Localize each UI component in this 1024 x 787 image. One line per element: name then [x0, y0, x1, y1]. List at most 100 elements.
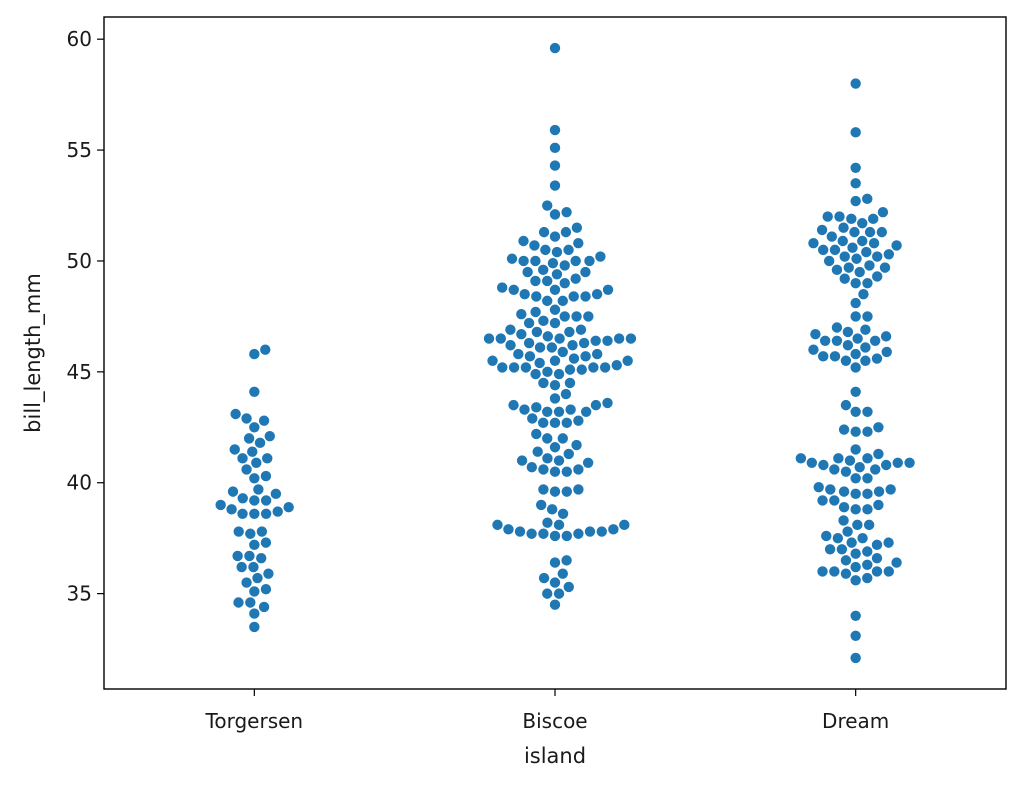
data-point-dream: [849, 472, 862, 485]
data-point-dream: [861, 503, 874, 516]
data-point-biscoe: [570, 221, 583, 234]
data-point-dream: [812, 481, 825, 494]
data-point-dream: [850, 252, 863, 265]
data-point-biscoe: [507, 399, 520, 412]
data-point-dream: [869, 463, 882, 476]
data-point-dream: [838, 485, 851, 498]
data-point-dream: [849, 385, 862, 398]
data-point-biscoe: [518, 403, 531, 416]
data-point-dream: [890, 239, 903, 252]
data-point-torgersen: [259, 583, 272, 596]
data-point-biscoe: [568, 352, 581, 365]
data-point-dream: [833, 210, 846, 223]
data-point-dream: [848, 226, 861, 239]
data-point-biscoe: [528, 239, 541, 252]
data-point-dream: [884, 483, 897, 496]
data-point-dream: [871, 270, 884, 283]
data-point-biscoe: [589, 334, 602, 347]
data-point-torgersen: [255, 552, 268, 565]
data-point-biscoe: [553, 332, 566, 345]
data-point-dream: [861, 277, 874, 290]
data-point-biscoe: [549, 598, 562, 611]
data-points: [214, 42, 916, 664]
data-point-dream: [871, 565, 884, 578]
data-point-dream: [871, 352, 884, 365]
y-tick-label: 40: [67, 471, 92, 495]
data-point-dream: [849, 126, 862, 139]
data-point-biscoe: [483, 332, 496, 345]
data-point-torgersen: [248, 507, 261, 520]
data-point-dream: [839, 554, 852, 567]
data-point-biscoe: [613, 332, 626, 345]
data-point-biscoe: [560, 529, 573, 542]
data-point-biscoe: [549, 576, 562, 589]
y-tick-label: 50: [67, 249, 92, 273]
data-point-torgersen: [243, 432, 256, 445]
data-point-biscoe: [553, 454, 566, 467]
data-point-biscoe: [541, 432, 554, 445]
data-point-biscoe: [533, 356, 546, 369]
data-point-dream: [859, 354, 872, 367]
data-point-biscoe: [624, 332, 637, 345]
data-point-biscoe: [572, 463, 585, 476]
data-point-dream: [849, 361, 862, 374]
data-point-biscoe: [579, 290, 592, 303]
data-point-dream: [853, 461, 866, 474]
data-point-dream: [861, 558, 874, 571]
data-point-dream: [859, 323, 872, 336]
data-point-dream: [816, 494, 829, 507]
data-point-dream: [880, 330, 893, 343]
data-point-dream: [860, 246, 873, 259]
data-point-biscoe: [582, 310, 595, 323]
data-point-dream: [824, 483, 837, 496]
data-point-biscoe: [556, 294, 569, 307]
data-point-biscoe: [607, 523, 620, 536]
data-point-torgersen: [240, 412, 253, 425]
data-point-biscoe: [549, 529, 562, 542]
data-point-torgersen: [252, 483, 265, 496]
data-point-biscoe: [516, 454, 529, 467]
data-point-biscoe: [523, 350, 536, 363]
data-point-biscoe: [549, 465, 562, 478]
data-point-torgersen: [235, 561, 248, 574]
data-point-biscoe: [556, 432, 569, 445]
data-point-biscoe: [601, 334, 614, 347]
data-point-torgersen: [231, 549, 244, 562]
data-point-dream: [861, 452, 874, 465]
data-point-dream: [828, 463, 841, 476]
data-point-biscoe: [525, 461, 538, 474]
data-point-biscoe: [541, 405, 554, 418]
data-point-biscoe: [526, 412, 539, 425]
data-point-dream: [867, 212, 880, 225]
data-point-torgersen: [251, 572, 264, 585]
data-point-dream: [878, 261, 891, 274]
data-point-biscoe: [549, 303, 562, 316]
data-point-dream: [824, 543, 837, 556]
data-point-biscoe: [541, 199, 554, 212]
data-point-dream: [823, 254, 836, 267]
data-point-biscoe: [560, 416, 573, 429]
data-point-biscoe: [537, 314, 550, 327]
data-point-biscoe: [583, 525, 596, 538]
data-point-biscoe: [579, 350, 592, 363]
data-point-biscoe: [562, 447, 575, 460]
data-point-dream: [876, 206, 889, 219]
data-point-dream: [872, 421, 885, 434]
data-point-biscoe: [514, 525, 527, 538]
data-point-dream: [849, 425, 862, 438]
data-point-torgersen: [244, 596, 257, 609]
data-point-biscoe: [549, 392, 562, 405]
data-point-torgersen: [261, 452, 274, 465]
data-point-biscoe: [506, 252, 519, 265]
data-point-torgersen: [232, 596, 245, 609]
data-point-biscoe: [553, 368, 566, 381]
data-point-dream: [849, 77, 862, 90]
data-point-dream: [903, 456, 916, 469]
data-point-dream: [849, 651, 862, 664]
data-point-biscoe: [545, 341, 558, 354]
data-point-biscoe: [582, 456, 595, 469]
data-point-dream: [838, 501, 851, 514]
data-point-torgersen: [243, 549, 256, 562]
data-point-biscoe: [563, 376, 576, 389]
